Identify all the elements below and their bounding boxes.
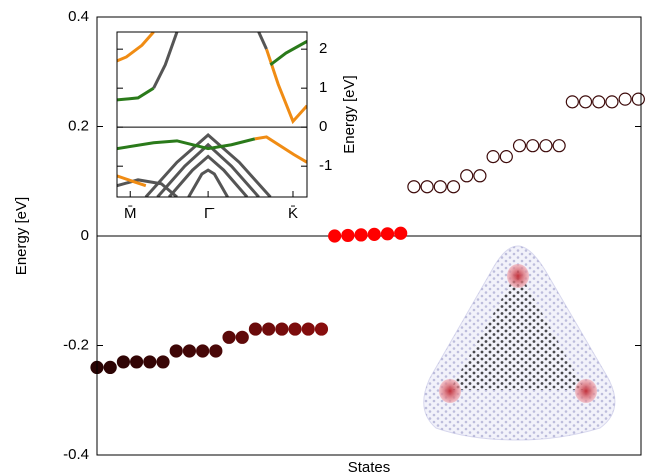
x-axis-label: States — [348, 459, 391, 476]
data-point — [116, 355, 131, 369]
data-point — [446, 180, 461, 194]
data-point — [222, 330, 236, 344]
band-line — [117, 174, 147, 188]
x-tick-label: M̄ — [124, 205, 137, 222]
band-line — [168, 154, 249, 197]
data-point — [512, 139, 527, 153]
y-tick-label: 1 — [319, 79, 327, 96]
data-point — [169, 344, 183, 358]
plot-frame — [116, 31, 308, 198]
band-line — [117, 137, 256, 151]
data-point — [182, 344, 197, 358]
band-line — [117, 86, 155, 102]
data-point — [473, 169, 487, 183]
data-point — [394, 226, 408, 240]
data-point — [262, 322, 276, 336]
data-point — [605, 95, 619, 109]
molecule-image — [423, 245, 616, 441]
data-point — [380, 227, 395, 241]
data-point — [314, 322, 329, 336]
data-point — [143, 355, 157, 369]
y-tick-label: 0 — [319, 118, 327, 135]
band-line — [257, 32, 268, 50]
y-tick-label: 0 — [81, 227, 89, 244]
band-line — [269, 40, 307, 66]
data-point — [235, 330, 249, 344]
data-point — [552, 139, 566, 153]
data-point — [578, 95, 593, 109]
data-point — [288, 322, 302, 336]
band-line — [117, 32, 155, 63]
data-point — [328, 229, 342, 243]
data-point — [248, 322, 263, 336]
data-point — [367, 227, 381, 241]
data-point — [526, 139, 540, 153]
band-line — [152, 32, 179, 89]
data-point — [592, 95, 606, 109]
data-point — [433, 180, 447, 194]
data-point — [565, 95, 579, 109]
band-line — [117, 178, 178, 197]
y-tick-label: -1 — [319, 157, 332, 174]
band-line — [254, 135, 307, 164]
x-tick-label: K̄ — [288, 205, 298, 222]
band-line — [265, 48, 307, 125]
y-tick-label: 0.2 — [68, 117, 89, 134]
band-line — [187, 168, 229, 197]
y-axis-label: Energy [eV] — [341, 75, 358, 153]
data-point — [130, 355, 144, 369]
data-point — [275, 322, 289, 336]
band-line — [156, 142, 260, 197]
x-tick-label: Γ̄ — [204, 205, 214, 222]
data-point — [420, 180, 434, 194]
y-axis-label: Energy [eV] — [13, 197, 30, 275]
y-tick-label: 2 — [319, 40, 327, 57]
data-point — [631, 92, 645, 106]
data-point — [460, 169, 474, 183]
data-point — [486, 150, 500, 164]
y-tick-label: -0.4 — [63, 446, 89, 463]
data-point — [103, 360, 117, 374]
data-point — [301, 322, 315, 336]
data-point — [618, 92, 632, 106]
data-point — [407, 180, 421, 194]
y-tick-label: 0.4 — [68, 8, 89, 25]
band-line — [144, 132, 272, 197]
data-point — [196, 344, 210, 358]
data-point — [354, 228, 368, 242]
data-point — [499, 150, 513, 164]
data-point — [209, 344, 223, 358]
data-point — [539, 139, 553, 153]
y-tick-label: -0.2 — [63, 336, 89, 353]
data-point — [341, 228, 355, 243]
data-point — [156, 355, 170, 369]
